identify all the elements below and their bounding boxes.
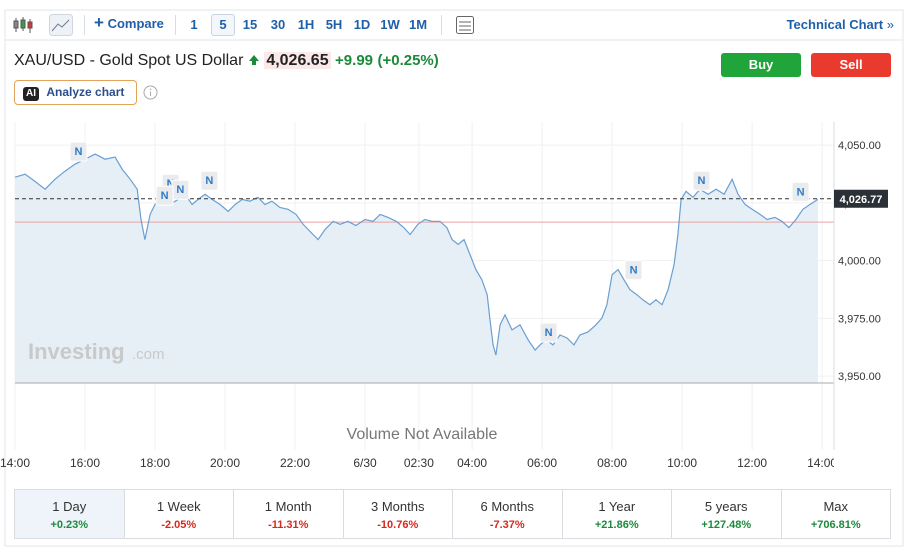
period-label: Max bbox=[823, 499, 849, 514]
buy-button[interactable]: Buy bbox=[721, 53, 801, 77]
interval-button[interactable]: 1M bbox=[408, 17, 428, 32]
interval-button[interactable]: 1 bbox=[190, 17, 198, 32]
news-marker-label: N bbox=[698, 175, 706, 187]
technical-chart-link[interactable]: Technical Chart » bbox=[786, 17, 894, 32]
period-change: -10.76% bbox=[377, 519, 419, 531]
news-marker-label: N bbox=[167, 178, 175, 190]
news-marker bbox=[624, 260, 643, 281]
period-change: -7.37% bbox=[489, 519, 525, 531]
analyze-label: Analyze chart bbox=[46, 85, 125, 99]
analyze-chart-button[interactable]: AI Analyze chart bbox=[14, 80, 137, 105]
period-cell[interactable]: 1 Week -2.05% bbox=[125, 490, 234, 538]
news-marker bbox=[692, 170, 711, 191]
x-tick-label: 08:00 bbox=[597, 456, 627, 470]
period-cell[interactable]: Max +706.81% bbox=[782, 490, 891, 538]
info-icon[interactable] bbox=[143, 85, 158, 100]
news-marker bbox=[155, 185, 174, 206]
ai-badge: AI bbox=[23, 87, 39, 101]
period-label: 1 Year bbox=[598, 499, 636, 514]
period-change: +0.23% bbox=[50, 519, 89, 531]
x-tick-label: 14:00 bbox=[0, 456, 30, 470]
compare-button[interactable]: + Compare bbox=[94, 13, 164, 32]
x-tick-label: 06:00 bbox=[527, 456, 557, 470]
period-cell[interactable]: 3 Months -10.76% bbox=[344, 490, 453, 538]
current-price-label: 4,026.77 bbox=[840, 194, 883, 206]
indicators-icon[interactable] bbox=[455, 15, 475, 35]
news-marker-label: N bbox=[797, 186, 805, 198]
period-change: -11.31% bbox=[268, 519, 309, 531]
x-tick-label: 14:00 bbox=[807, 456, 837, 470]
period-cell[interactable]: 1 Month -11.31% bbox=[234, 490, 344, 538]
period-label: 6 Months bbox=[480, 499, 534, 514]
news-marker-label: N bbox=[75, 146, 83, 158]
news-marker-label: N bbox=[176, 184, 184, 196]
current-price-box bbox=[834, 189, 888, 208]
period-label: 5 years bbox=[704, 499, 748, 514]
news-marker-label: N bbox=[545, 327, 553, 339]
news-marker bbox=[791, 181, 810, 202]
y-tick-label: 4,000.00 bbox=[838, 256, 881, 268]
period-label: 1 Month bbox=[264, 499, 312, 514]
watermark: Investing bbox=[28, 339, 125, 364]
x-tick-label: 18:00 bbox=[140, 456, 170, 470]
x-tick-label: 6/30 bbox=[353, 456, 377, 470]
period-cell[interactable]: 1 Day +0.23% bbox=[15, 490, 125, 538]
news-marker-label: N bbox=[205, 175, 213, 187]
interval-button[interactable]: 1H bbox=[297, 17, 315, 32]
price-change: +9.99 bbox=[335, 52, 374, 69]
technical-chart-label: Technical Chart bbox=[786, 17, 884, 32]
period-change: -2.05% bbox=[161, 519, 197, 531]
compare-label: Compare bbox=[107, 16, 164, 31]
volume-note: Volume Not Available bbox=[347, 426, 498, 443]
x-tick-label: 22:00 bbox=[280, 456, 310, 470]
period-change: +127.48% bbox=[701, 519, 752, 531]
candles-icon[interactable] bbox=[12, 15, 34, 35]
y-tick-label: 4,050.00 bbox=[838, 140, 881, 152]
news-marker-label: N bbox=[161, 190, 169, 202]
interval-button[interactable]: 15 bbox=[242, 17, 258, 32]
period-cell[interactable]: 6 Months -7.37% bbox=[453, 490, 563, 538]
interval-button[interactable]: 30 bbox=[270, 17, 286, 32]
news-marker bbox=[200, 170, 219, 191]
period-label: 1 Week bbox=[156, 499, 201, 514]
area-chart-icon[interactable] bbox=[49, 14, 73, 36]
news-marker bbox=[69, 141, 88, 162]
period-table: 1 Day +0.23% 1 Week -2.05% 1 Month -11.31% 3 M… bbox=[14, 489, 891, 539]
y-tick-label: 3,975.00 bbox=[838, 313, 881, 325]
x-tick-label: 16:00 bbox=[70, 456, 100, 470]
period-label: 1 Day bbox=[52, 499, 87, 514]
x-tick-label: 04:00 bbox=[457, 456, 487, 470]
interval-button[interactable]: 5 bbox=[211, 14, 235, 36]
period-cell[interactable]: 1 Year +21.86% bbox=[563, 490, 672, 538]
period-change: +21.86% bbox=[594, 519, 639, 531]
interval-button[interactable]: 1D bbox=[353, 17, 371, 32]
price-area bbox=[15, 154, 818, 383]
interval-button[interactable]: 5H bbox=[325, 17, 343, 32]
period-label: 3 Months bbox=[371, 499, 425, 514]
x-tick-label: 02:30 bbox=[404, 456, 434, 470]
up-arrow bbox=[248, 55, 259, 65]
watermark-suffix: .com bbox=[132, 346, 165, 363]
news-marker-label: N bbox=[630, 265, 638, 277]
sell-button[interactable]: Sell bbox=[811, 53, 891, 77]
interval-button[interactable]: 1W bbox=[380, 17, 400, 32]
x-tick-label: 20:00 bbox=[210, 456, 240, 470]
x-tick-label: 10:00 bbox=[667, 456, 697, 470]
period-cell[interactable]: 5 years +127.48% bbox=[672, 490, 782, 538]
price-change-percent: (+0.25%) bbox=[377, 52, 439, 69]
quote-header: XAU/USD - Gold Spot US Dollar 4,026.65 +… bbox=[14, 52, 439, 70]
period-change: +706.81% bbox=[810, 519, 861, 531]
widget-border bbox=[4, 9, 904, 547]
x-tick-label: 12:00 bbox=[737, 456, 767, 470]
symbol: XAU/USD - Gold Spot US Dollar bbox=[14, 52, 244, 69]
last-price: 4,026.65 bbox=[264, 52, 331, 69]
y-tick-label: 3,950.00 bbox=[838, 371, 881, 383]
news-marker bbox=[539, 322, 558, 343]
